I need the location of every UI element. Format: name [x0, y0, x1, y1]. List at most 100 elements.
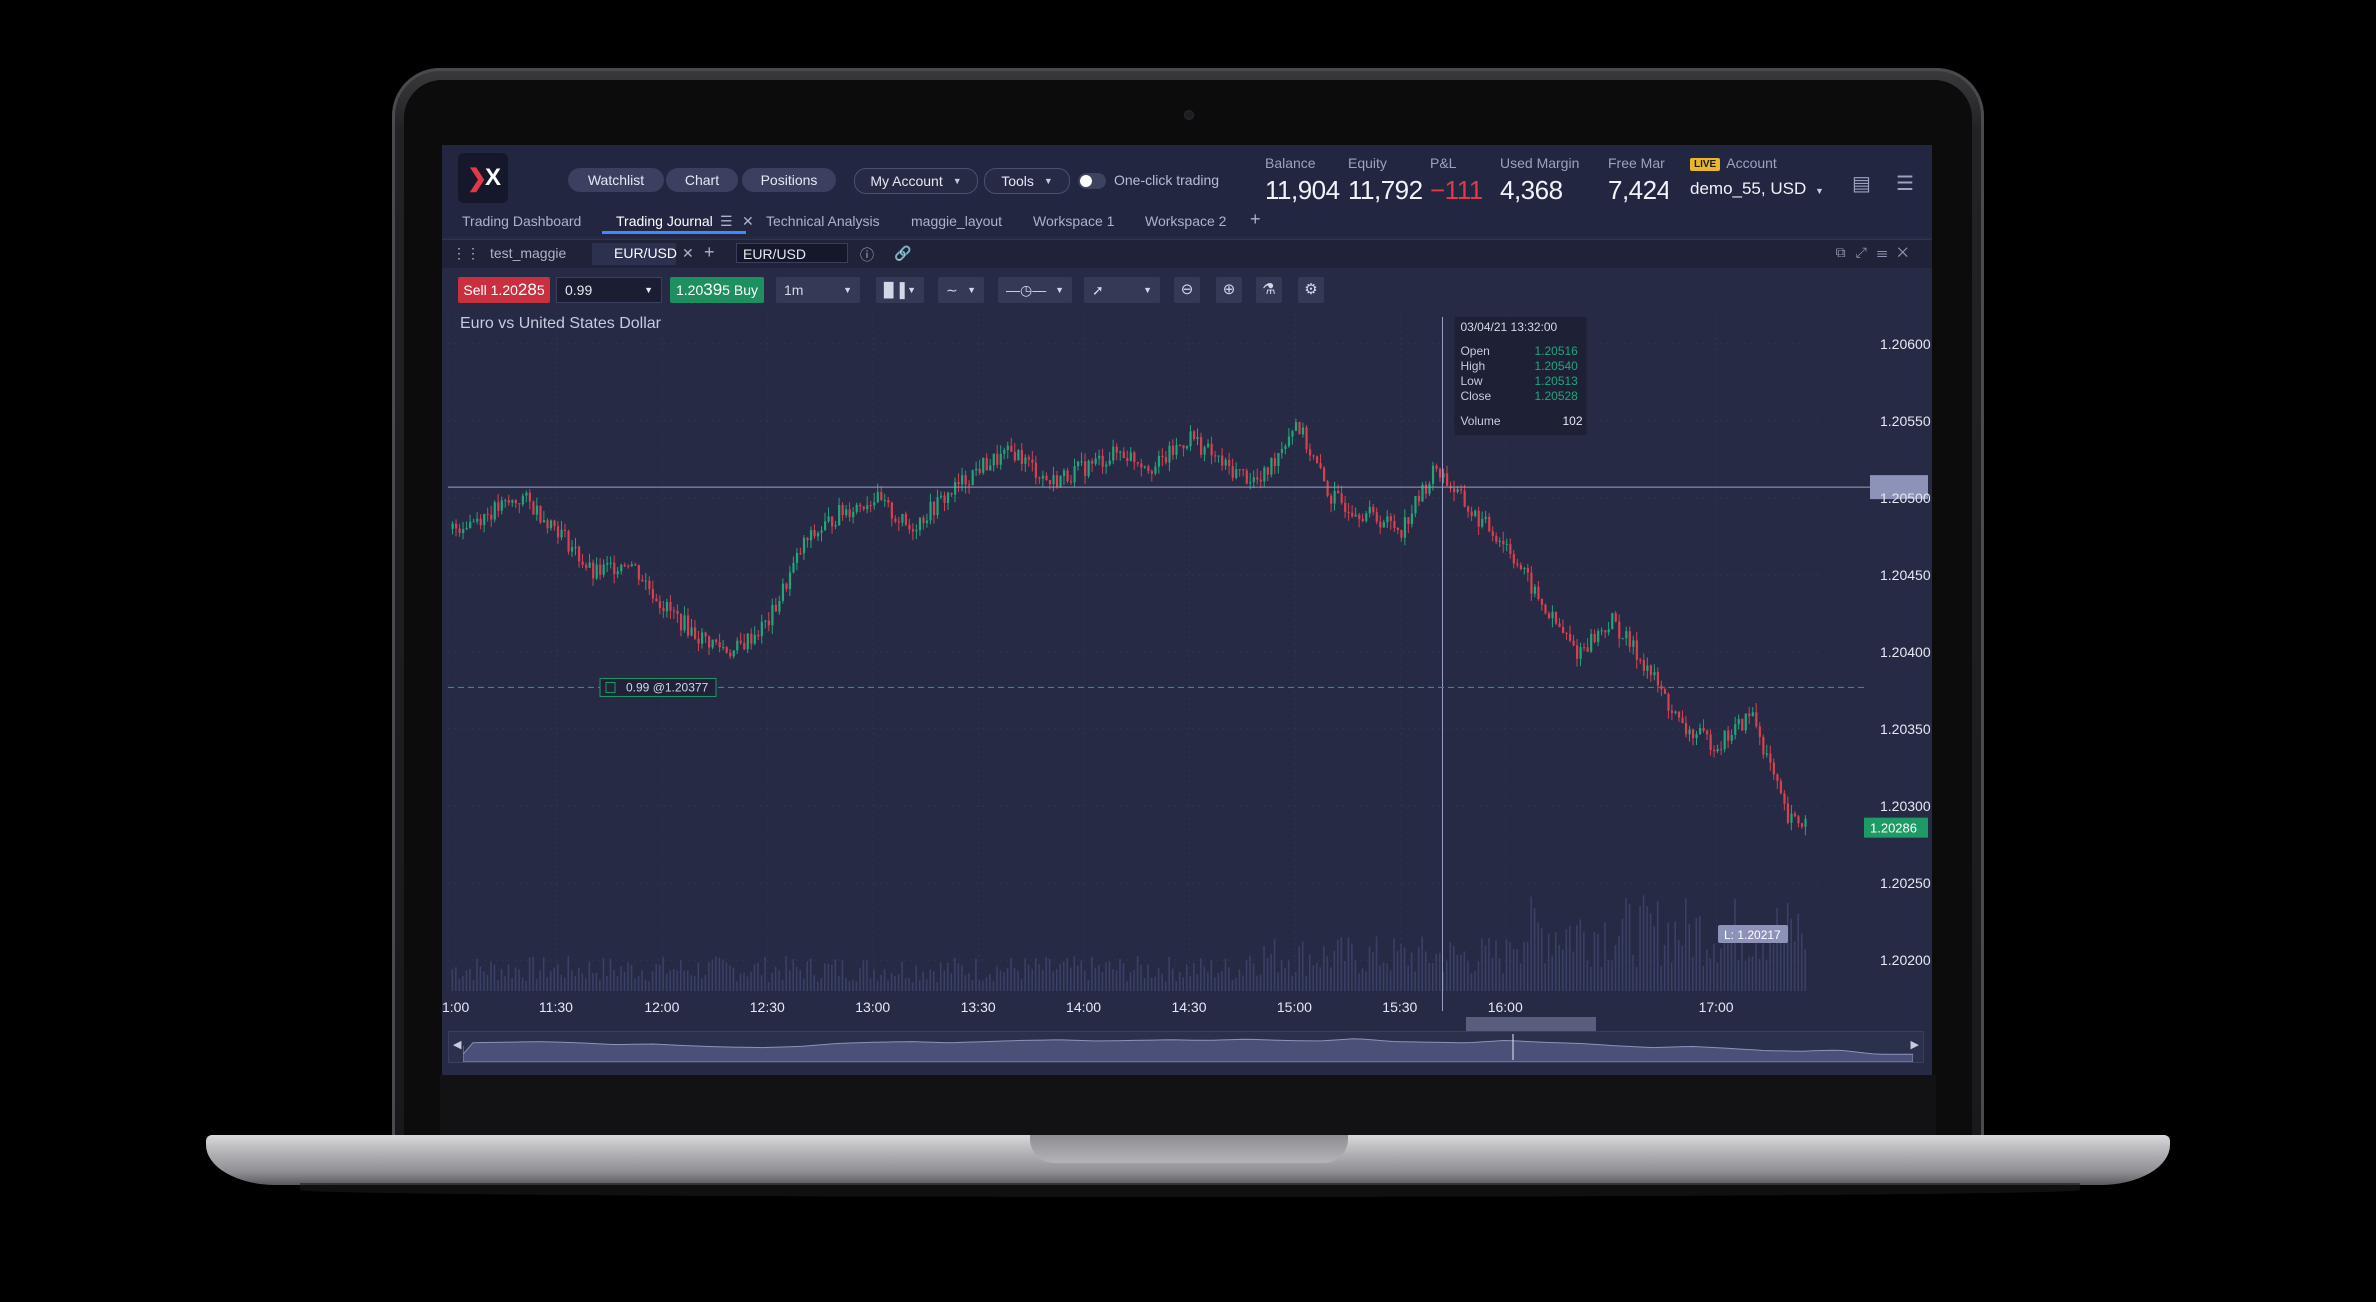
- volume-bar: [1256, 975, 1258, 991]
- tab-trading-dashboard[interactable]: Trading Dashboard: [462, 213, 582, 229]
- price-chart[interactable]: 0.99 @1.20377 1.20600 1.20550 1.20500 1.2045…: [442, 145, 1932, 1075]
- quantity-input[interactable]: 0.99 ▼: [556, 277, 662, 303]
- add-chart-icon[interactable]: +: [704, 242, 715, 262]
- tab-menu-icon[interactable]: ☰: [720, 213, 733, 229]
- candle-body: [1621, 638, 1624, 640]
- candle-body: [743, 642, 746, 650]
- chart-type-dropdown[interactable]: ▉▐ ▼: [876, 277, 924, 303]
- close-icon[interactable]: ✕: [1897, 244, 1918, 260]
- sell-label: Sell: [463, 282, 487, 298]
- expand-icon[interactable]: ⤢: [1855, 244, 1877, 260]
- candle-body: [911, 529, 915, 532]
- my-account-dropdown[interactable]: My Account ▼: [854, 168, 978, 194]
- volume-bar: [1530, 896, 1532, 991]
- timeframe-dropdown[interactable]: 1m ▼: [776, 277, 860, 303]
- menu-icon[interactable]: ☰: [1876, 244, 1898, 260]
- settings-icon[interactable]: ⚙: [1298, 277, 1324, 303]
- candle-body: [1720, 748, 1723, 750]
- candle-body: [883, 500, 886, 502]
- watchlist-button[interactable]: Watchlist: [568, 168, 664, 192]
- volume-bar: [1502, 973, 1504, 991]
- chart-tab-eurusd[interactable]: EUR/USD: [614, 245, 678, 261]
- time-range-selector[interactable]: [1466, 1017, 1596, 1035]
- candle-body: [887, 500, 890, 503]
- volume-bar: [1554, 932, 1557, 991]
- indicators-dropdown[interactable]: ∼ ▼: [938, 277, 984, 303]
- volume-bar: [542, 956, 545, 991]
- volume-bar: [1361, 968, 1364, 991]
- sell-button[interactable]: Sell 1.20 28 5: [458, 277, 550, 303]
- drawing-tools-dropdown[interactable]: ➚ ▼: [1084, 277, 1160, 303]
- chart-navigator[interactable]: ◀ ▶: [448, 1031, 1924, 1063]
- chart-tab-close-icon[interactable]: ✕: [682, 245, 694, 261]
- candle-body: [936, 497, 939, 516]
- tab-trading-journal[interactable]: Trading Journal: [616, 213, 713, 229]
- tab-maggie-layout[interactable]: maggie_layout: [911, 213, 1003, 229]
- tab-workspace-2[interactable]: Workspace 2: [1145, 213, 1227, 229]
- info-icon[interactable]: ⓘ: [860, 247, 874, 263]
- volume-bar: [862, 960, 865, 991]
- candle-body: [718, 642, 721, 648]
- volume-bar: [1786, 902, 1789, 991]
- candle-body: [1062, 470, 1066, 477]
- volume-bar: [1175, 981, 1178, 991]
- tab-close-icon[interactable]: ✕: [742, 213, 754, 229]
- volume-bar: [525, 980, 527, 991]
- chart-button[interactable]: Chart: [666, 168, 738, 192]
- flask-icon[interactable]: ⚗: [1256, 277, 1282, 303]
- buy-button[interactable]: 1.20 39 5 Buy: [670, 277, 764, 303]
- link-icon[interactable]: 🔗: [894, 245, 912, 261]
- candle-body: [1509, 543, 1512, 554]
- volume-bar: [486, 974, 489, 991]
- zoom-out-icon[interactable]: ⊖: [1174, 277, 1200, 303]
- symbol-input[interactable]: EUR/USD: [736, 243, 848, 263]
- laptop-shadow: [300, 1183, 2080, 1197]
- caret-down-icon[interactable]: ▼: [644, 285, 653, 295]
- one-click-toggle[interactable]: [1078, 173, 1106, 189]
- tooltip-value: 1.20540: [1534, 359, 1578, 373]
- volume-bar: [795, 966, 798, 991]
- volume-bar: [1080, 960, 1083, 991]
- events-dropdown[interactable]: —◷— ▼: [998, 277, 1072, 303]
- volume-bar: [820, 978, 823, 991]
- volume-bar: [1755, 943, 1757, 991]
- popout-icon[interactable]: ⧉: [1835, 244, 1856, 260]
- candle-body: [708, 636, 711, 648]
- candles-icon: ▉▐: [884, 282, 905, 298]
- window-controls[interactable]: ⧉⤢☰✕: [1836, 244, 1918, 261]
- volume-bar: [711, 959, 714, 991]
- layout-icon[interactable]: ▤: [1852, 173, 1871, 195]
- volume-bar: [1453, 945, 1455, 991]
- candle-body: [578, 546, 581, 562]
- zoom-in-icon[interactable]: ⊕: [1216, 277, 1242, 303]
- chart-tab-test-maggie[interactable]: test_maggie: [490, 245, 567, 261]
- volume-bar: [1112, 968, 1114, 991]
- candle-body: [1396, 527, 1399, 531]
- tools-dropdown[interactable]: Tools ▼: [984, 168, 1070, 194]
- add-tab-icon[interactable]: +: [1250, 209, 1261, 229]
- navigator-left-icon[interactable]: ◀: [453, 1039, 462, 1051]
- volume-bar: [1066, 958, 1069, 991]
- account-selector[interactable]: LIVE Account demo_55, USD ▼: [1690, 155, 1824, 199]
- volume-bar: [1776, 908, 1778, 991]
- volume-bar: [1323, 946, 1325, 991]
- candle-body: [609, 562, 612, 564]
- menu-icon[interactable]: ☰: [1896, 173, 1914, 195]
- candle-body: [1663, 689, 1667, 695]
- volume-bar: [767, 982, 770, 991]
- navigator-right-icon[interactable]: ▶: [1910, 1039, 1919, 1051]
- candle-body: [634, 564, 637, 566]
- positions-button[interactable]: Positions: [742, 168, 836, 192]
- x-tick-label: 16:00: [1488, 999, 1523, 1015]
- logo[interactable]: ❯ X: [458, 153, 508, 203]
- candle-body: [1670, 710, 1674, 713]
- tab-technical-analysis[interactable]: Technical Analysis: [766, 213, 880, 229]
- buy-label: Buy: [733, 282, 758, 298]
- buy-price-big: 39: [703, 280, 723, 299]
- volume-bar: [1800, 933, 1803, 991]
- candle-body: [1066, 470, 1069, 482]
- drag-handle-icon[interactable]: ⋮⋮: [452, 245, 480, 261]
- volume-bar: [869, 978, 872, 991]
- candle-body: [679, 613, 683, 631]
- tab-workspace-1[interactable]: Workspace 1: [1033, 213, 1115, 229]
